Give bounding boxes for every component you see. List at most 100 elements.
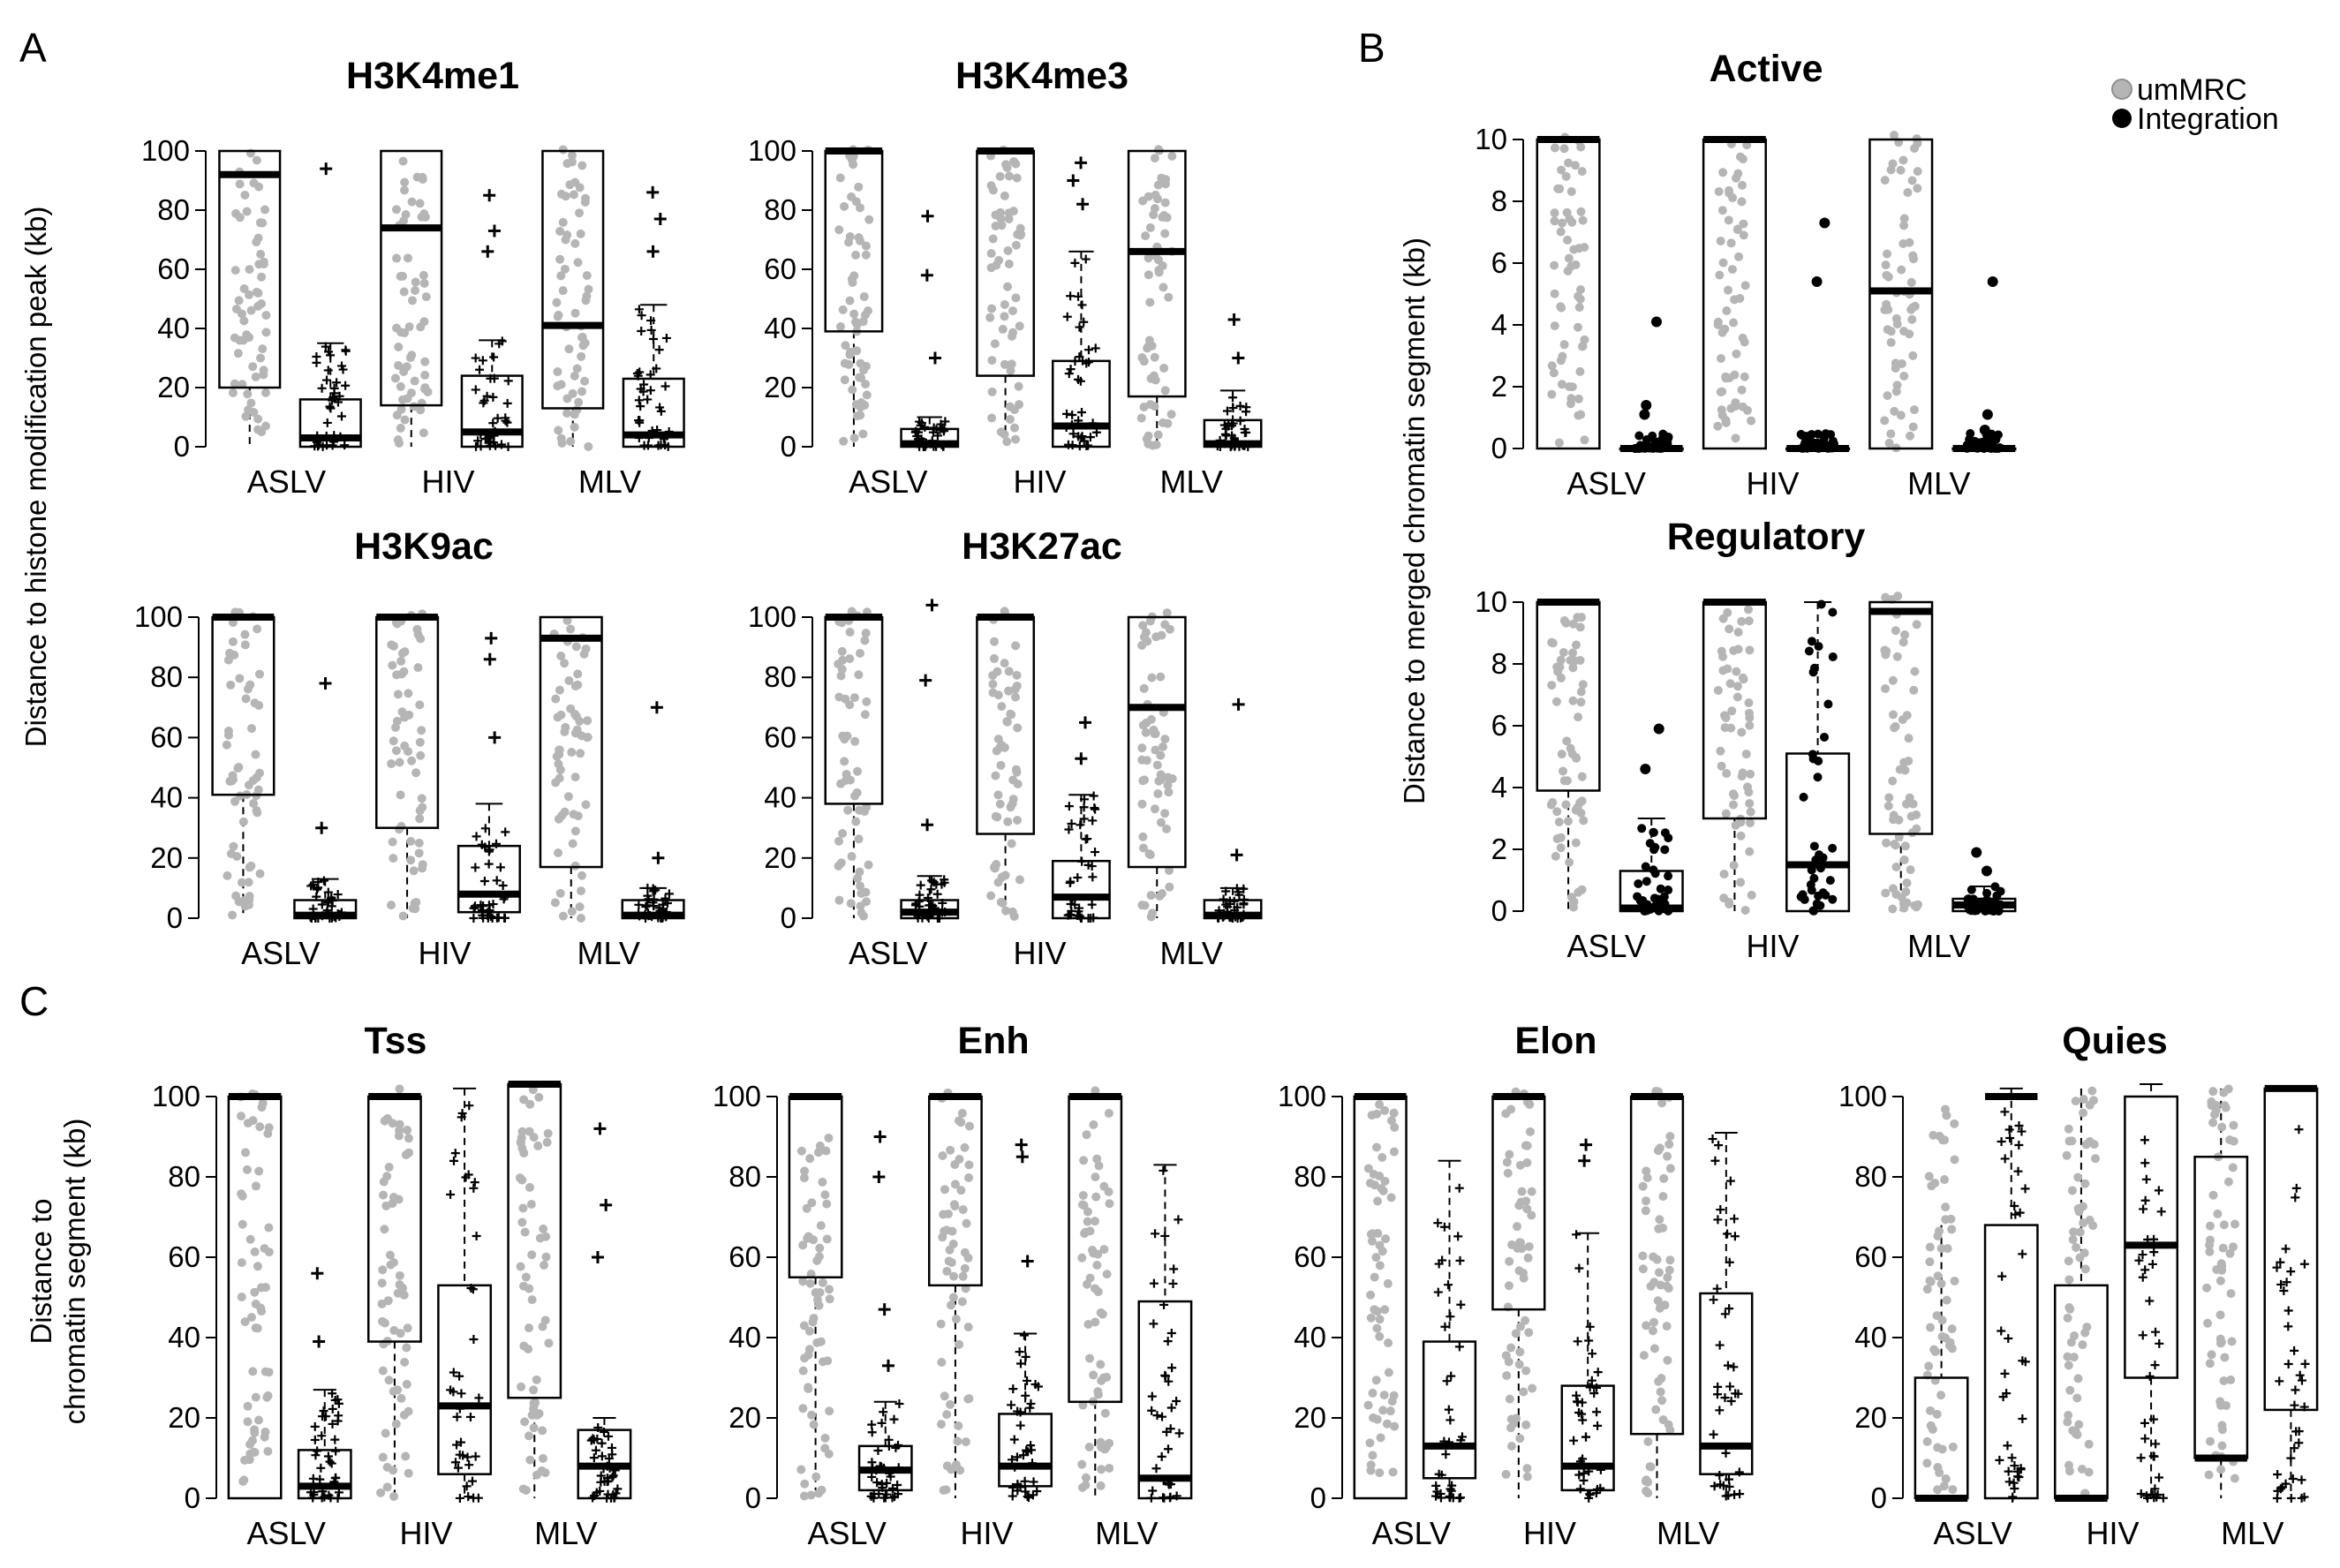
data-point xyxy=(1725,624,1734,634)
box-mlv-ummrc xyxy=(1629,1086,1685,1498)
data-point xyxy=(1642,434,1652,444)
data-point xyxy=(471,385,480,395)
data-point xyxy=(542,1137,552,1147)
data-point xyxy=(1745,847,1755,856)
data-point xyxy=(1804,646,1814,656)
data-point xyxy=(257,272,267,282)
data-point xyxy=(420,384,430,394)
data-point xyxy=(2226,1375,2236,1384)
data-point xyxy=(563,792,573,802)
box-aslv-integration xyxy=(293,677,358,923)
data-point xyxy=(488,900,498,909)
data-point xyxy=(996,897,1006,907)
data-point xyxy=(467,1476,477,1486)
y-tick-label: 80 xyxy=(728,1160,761,1193)
box-aslv-integration xyxy=(900,599,960,923)
data-point xyxy=(1716,1480,1725,1489)
data-point xyxy=(1026,1441,1036,1451)
legend: umMRC Integration xyxy=(2111,73,2279,136)
data-point xyxy=(1888,675,1898,685)
data-point xyxy=(1087,900,1097,909)
data-point xyxy=(2003,1441,2012,1451)
data-point xyxy=(1737,385,1747,395)
data-point xyxy=(991,210,1000,220)
data-point xyxy=(957,1297,967,1307)
data-point xyxy=(2062,1150,2072,1160)
data-point xyxy=(451,1458,461,1467)
data-point xyxy=(798,1277,808,1286)
data-point xyxy=(567,748,577,758)
data-point xyxy=(964,1121,974,1131)
data-point xyxy=(256,249,266,259)
data-point xyxy=(1138,196,1148,206)
data-point xyxy=(475,365,485,374)
data-point xyxy=(584,284,593,294)
box-hiv-ummrc xyxy=(976,607,1036,921)
data-point xyxy=(849,693,859,703)
data-point xyxy=(1729,861,1739,871)
data-point xyxy=(2149,1248,2159,1257)
data-point xyxy=(1828,843,1838,853)
data-point xyxy=(395,1280,404,1290)
data-point xyxy=(239,316,249,326)
data-point xyxy=(1378,1406,1388,1415)
data-point xyxy=(471,1451,480,1461)
data-point xyxy=(1720,723,1730,733)
data-point xyxy=(1138,776,1148,786)
box-rect xyxy=(1983,1224,2039,1500)
data-point xyxy=(1798,890,1808,900)
data-point xyxy=(1735,1489,1745,1499)
data-point xyxy=(1366,1313,1376,1323)
data-point xyxy=(1506,1104,1516,1114)
data-point xyxy=(239,896,249,906)
data-point xyxy=(2297,1493,2306,1503)
data-point xyxy=(446,1189,456,1199)
data-point xyxy=(2064,1361,2073,1370)
data-point xyxy=(396,790,405,800)
data-point xyxy=(963,1323,973,1332)
data-point xyxy=(319,1406,328,1415)
y-tick-label: 60 xyxy=(150,720,183,753)
data-point xyxy=(248,362,258,372)
data-point xyxy=(341,345,351,355)
data-point xyxy=(2228,1163,2238,1172)
data-point xyxy=(1933,1485,1943,1495)
data-point xyxy=(947,1300,956,1310)
data-point xyxy=(1807,637,1816,646)
data-point xyxy=(403,1126,412,1135)
data-point xyxy=(2276,1257,2285,1267)
data-point xyxy=(1550,143,1559,153)
data-point xyxy=(1151,632,1161,642)
data-point xyxy=(1660,828,1670,838)
data-point xyxy=(824,1133,834,1142)
data-point xyxy=(2013,1166,2023,1176)
data-point xyxy=(551,694,561,704)
box-hiv-ummrc xyxy=(1702,599,1767,915)
data-point xyxy=(257,1307,267,1316)
data-point xyxy=(864,860,873,870)
data-point xyxy=(252,806,261,816)
data-point xyxy=(248,1367,258,1376)
data-point xyxy=(1519,1273,1529,1283)
data-point xyxy=(2138,1331,2148,1340)
data-point xyxy=(2205,1436,2215,1446)
data-point xyxy=(1899,758,1909,767)
data-point xyxy=(411,286,420,296)
data-point xyxy=(1003,282,1013,291)
data-point xyxy=(555,226,565,236)
data-point xyxy=(1156,818,1166,827)
data-point xyxy=(457,1108,467,1118)
data-point xyxy=(849,433,859,443)
data-point xyxy=(1222,406,1232,416)
data-point xyxy=(479,876,489,886)
data-point xyxy=(1713,1215,1723,1225)
data-point xyxy=(1924,1172,1934,1181)
data-point xyxy=(1162,608,1172,618)
data-point xyxy=(2281,1244,2291,1254)
data-point xyxy=(1390,1122,1400,1132)
data-point xyxy=(395,758,404,767)
data-point xyxy=(848,277,857,287)
data-point xyxy=(527,1295,537,1305)
group-label-hiv: HIV xyxy=(399,1515,452,1551)
